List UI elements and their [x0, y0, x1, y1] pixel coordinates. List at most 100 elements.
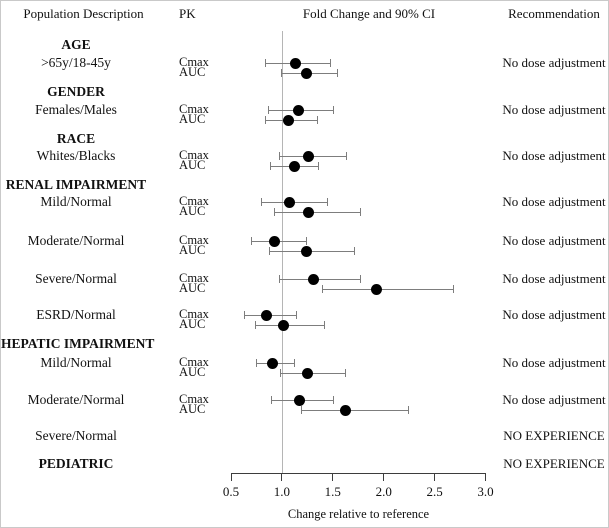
cmax-point — [267, 357, 279, 369]
auc-ci-cap-high — [359, 208, 361, 216]
pk-cmax-label: Cmax — [179, 307, 209, 321]
pk-auc-label: AUC — [179, 65, 206, 79]
category-label: HEPATIC IMPAIRMENT — [1, 336, 155, 351]
auc-ci-cap-high — [344, 369, 346, 377]
x-tick-label: 1.5 — [324, 484, 341, 499]
col-header-population: Population Description — [23, 6, 144, 21]
pk-auc-label: AUC — [179, 365, 206, 379]
pk-auc-label: AUC — [179, 243, 206, 257]
population-label: ESRD/Normal — [36, 307, 116, 322]
auc-ci-line — [322, 288, 454, 290]
pk-cmax-label: Cmax — [179, 194, 209, 208]
auc-point — [339, 404, 351, 416]
population-label: Severe/Normal — [35, 271, 117, 286]
cmax-ci-cap-low — [255, 359, 257, 367]
recommendation-label: NO EXPERIENCE — [503, 456, 605, 471]
category-label: AGE — [61, 37, 91, 52]
auc-point — [302, 206, 314, 218]
cmax-ci-cap-low — [268, 106, 270, 114]
population-label: Mild/Normal — [40, 194, 112, 209]
auc-ci-cap-high — [453, 285, 455, 293]
population-label: Moderate/Normal — [27, 233, 125, 248]
population-label: >65y/18-45y — [41, 55, 111, 70]
cmax-point — [302, 150, 314, 162]
pk-auc-label: AUC — [179, 317, 206, 331]
pk-auc-label: AUC — [179, 281, 206, 295]
auc-point — [371, 283, 383, 295]
recommendation-label: No dose adjustment — [502, 233, 606, 248]
col-header-recommendation: Recommendation — [508, 6, 600, 21]
pk-cmax-label: Cmax — [179, 55, 209, 69]
recommendation-label: No dose adjustment — [502, 102, 606, 117]
pk-auc-label: AUC — [179, 204, 206, 218]
pk-auc-label: AUC — [179, 402, 206, 416]
cmax-ci-cap-high — [333, 396, 335, 404]
auc-ci-cap-low — [280, 369, 282, 377]
auc-point — [282, 114, 294, 126]
recommendation-label: No dose adjustment — [502, 194, 606, 209]
x-tick-label: 1.0 — [273, 484, 291, 499]
cmax-point — [261, 309, 273, 321]
auc-ci-cap-high — [324, 321, 326, 329]
auc-ci-cap-low — [269, 247, 271, 255]
auc-point — [278, 319, 290, 331]
cmax-ci-cap-low — [279, 152, 281, 160]
category-label: RENAL IMPAIRMENT — [5, 177, 147, 192]
x-tick — [332, 473, 334, 481]
auc-point — [301, 367, 313, 379]
cmax-point — [289, 57, 301, 69]
x-tick — [230, 473, 232, 481]
cmax-ci-cap-high — [330, 59, 332, 67]
auc-ci-cap-low — [270, 162, 272, 170]
cmax-point — [293, 394, 305, 406]
auc-ci-line — [255, 324, 325, 326]
pk-auc-label: AUC — [179, 158, 206, 172]
population-label: Severe/Normal — [35, 428, 117, 443]
cmax-ci-cap-high — [295, 311, 297, 319]
auc-ci-cap-low — [300, 406, 302, 414]
pk-cmax-label: Cmax — [179, 271, 209, 285]
recommendation-label: No dose adjustment — [502, 55, 606, 70]
recommendation-label: No dose adjustment — [502, 307, 606, 322]
population-label: Moderate/Normal — [27, 392, 125, 407]
auc-point — [300, 245, 312, 257]
cmax-ci-line — [279, 278, 361, 280]
x-axis-line — [231, 473, 486, 474]
pk-cmax-label: Cmax — [179, 102, 209, 116]
auc-ci-cap-high — [407, 406, 409, 414]
cmax-point — [269, 235, 281, 247]
cmax-ci-cap-high — [359, 275, 361, 283]
pk-cmax-label: Cmax — [179, 233, 209, 247]
col-header-pk: PK — [179, 6, 196, 21]
auc-ci-line — [280, 372, 345, 374]
cmax-ci-cap-high — [305, 237, 307, 245]
cmax-point — [283, 196, 295, 208]
auc-ci-cap-high — [317, 116, 319, 124]
category-label: GENDER — [47, 84, 105, 99]
cmax-ci-cap-low — [265, 59, 267, 67]
cmax-ci-cap-high — [333, 106, 335, 114]
auc-ci-cap-high — [337, 69, 339, 77]
recommendation-label: NO EXPERIENCE — [503, 428, 605, 443]
x-tick-label: 2.5 — [426, 484, 443, 499]
x-tick — [281, 473, 283, 481]
pk-auc-label: AUC — [179, 112, 206, 126]
reference-line — [282, 31, 283, 474]
recommendation-label: No dose adjustment — [502, 355, 606, 370]
category-label: PEDIATRIC — [38, 456, 114, 471]
x-axis-title: Change relative to reference — [287, 507, 430, 521]
cmax-point — [307, 273, 319, 285]
auc-ci-cap-low — [322, 285, 324, 293]
cmax-ci-cap-low — [261, 198, 263, 206]
category-label: RACE — [56, 131, 96, 146]
population-label: Mild/Normal — [40, 355, 112, 370]
auc-point — [288, 160, 300, 172]
population-label: Females/Males — [35, 102, 117, 117]
pk-cmax-label: Cmax — [179, 392, 209, 406]
x-tick-label: 2.0 — [375, 484, 392, 499]
cmax-ci-cap-low — [279, 275, 281, 283]
x-tick — [383, 473, 385, 481]
recommendation-label: No dose adjustment — [502, 148, 606, 163]
cmax-ci-line — [261, 201, 328, 203]
